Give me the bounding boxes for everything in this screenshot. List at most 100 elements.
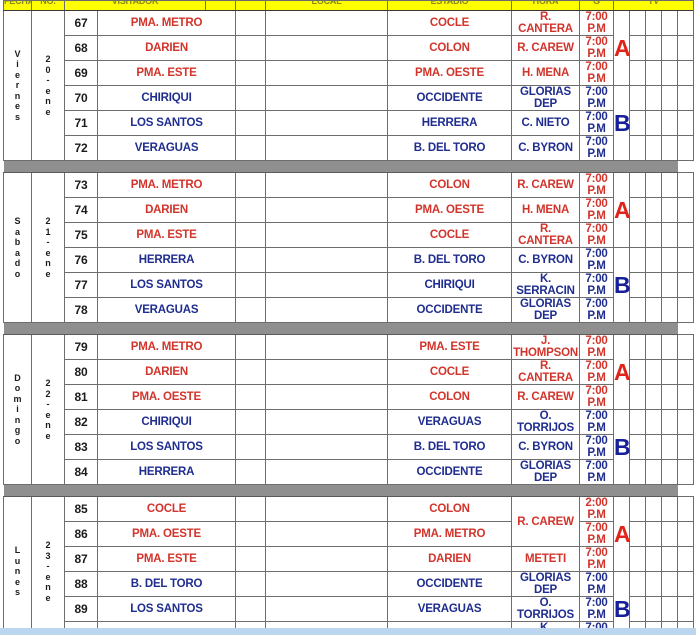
- home-score-cell[interactable]: [265, 571, 389, 597]
- tv-slot-cell[interactable]: [661, 596, 679, 622]
- tv-slot-cell[interactable]: [661, 85, 679, 111]
- tv-slot-cell[interactable]: [661, 359, 679, 385]
- tv-slot-cell[interactable]: [677, 10, 695, 36]
- tv-slot-cell[interactable]: [661, 571, 679, 597]
- tv-slot-cell[interactable]: [629, 384, 647, 410]
- visitor-score-cell[interactable]: [235, 459, 267, 485]
- visitor-score-cell[interactable]: [235, 135, 267, 161]
- home-score-cell[interactable]: [265, 35, 389, 61]
- visitor-score-cell[interactable]: [235, 359, 267, 385]
- tv-slot-cell[interactable]: [629, 272, 647, 298]
- tv-slot-cell[interactable]: [677, 35, 695, 61]
- tv-slot-cell[interactable]: [661, 272, 679, 298]
- tv-slot-cell[interactable]: [629, 85, 647, 111]
- tv-slot-cell[interactable]: [677, 334, 695, 360]
- visitor-score-cell[interactable]: [235, 247, 267, 273]
- home-score-cell[interactable]: [265, 521, 389, 547]
- home-score-cell[interactable]: [265, 85, 389, 111]
- visitor-score-cell[interactable]: [235, 35, 267, 61]
- tv-slot-cell[interactable]: [661, 496, 679, 522]
- tv-slot-cell[interactable]: [661, 222, 679, 248]
- tv-slot-cell[interactable]: [629, 546, 647, 572]
- visitor-score-cell[interactable]: [235, 496, 267, 522]
- visitor-score-cell[interactable]: [235, 334, 267, 360]
- tv-slot-cell[interactable]: [645, 596, 663, 622]
- home-score-cell[interactable]: [265, 409, 389, 435]
- tv-slot-cell[interactable]: [677, 85, 695, 111]
- visitor-score-cell[interactable]: [235, 571, 267, 597]
- tv-slot-cell[interactable]: [645, 85, 663, 111]
- visitor-score-cell[interactable]: [235, 60, 267, 86]
- tv-slot-cell[interactable]: [661, 297, 679, 323]
- home-score-cell[interactable]: [265, 60, 389, 86]
- visitor-score-cell[interactable]: [235, 110, 267, 136]
- tv-slot-cell[interactable]: [677, 546, 695, 572]
- tv-slot-cell[interactable]: [645, 521, 663, 547]
- tv-slot-cell[interactable]: [661, 434, 679, 460]
- tv-slot-cell[interactable]: [629, 60, 647, 86]
- tv-slot-cell[interactable]: [629, 222, 647, 248]
- visitor-score-cell[interactable]: [235, 85, 267, 111]
- tv-slot-cell[interactable]: [645, 60, 663, 86]
- tv-slot-cell[interactable]: [645, 409, 663, 435]
- tv-slot-cell[interactable]: [661, 10, 679, 36]
- tv-slot-cell[interactable]: [661, 546, 679, 572]
- home-score-cell[interactable]: [265, 197, 389, 223]
- home-score-cell[interactable]: [265, 272, 389, 298]
- tv-slot-cell[interactable]: [645, 110, 663, 136]
- tv-slot-cell[interactable]: [661, 172, 679, 198]
- tv-slot-cell[interactable]: [629, 172, 647, 198]
- visitor-score-cell[interactable]: [235, 596, 267, 622]
- tv-slot-cell[interactable]: [645, 359, 663, 385]
- tv-slot-cell[interactable]: [661, 384, 679, 410]
- tv-slot-cell[interactable]: [677, 197, 695, 223]
- tv-slot-cell[interactable]: [629, 35, 647, 61]
- tv-slot-cell[interactable]: [629, 496, 647, 522]
- tv-slot-cell[interactable]: [645, 496, 663, 522]
- tv-slot-cell[interactable]: [629, 571, 647, 597]
- tv-slot-cell[interactable]: [645, 384, 663, 410]
- visitor-score-cell[interactable]: [235, 546, 267, 572]
- home-score-cell[interactable]: [265, 222, 389, 248]
- tv-slot-cell[interactable]: [661, 459, 679, 485]
- tv-slot-cell[interactable]: [629, 521, 647, 547]
- tv-slot-cell[interactable]: [629, 110, 647, 136]
- tv-slot-cell[interactable]: [629, 434, 647, 460]
- tv-slot-cell[interactable]: [645, 434, 663, 460]
- visitor-score-cell[interactable]: [235, 10, 267, 36]
- tv-slot-cell[interactable]: [661, 135, 679, 161]
- tv-slot-cell[interactable]: [645, 135, 663, 161]
- visitor-score-cell[interactable]: [235, 197, 267, 223]
- tv-slot-cell[interactable]: [645, 197, 663, 223]
- tv-slot-cell[interactable]: [629, 197, 647, 223]
- tv-slot-cell[interactable]: [645, 172, 663, 198]
- tv-slot-cell[interactable]: [677, 384, 695, 410]
- tv-slot-cell[interactable]: [645, 247, 663, 273]
- tv-slot-cell[interactable]: [629, 10, 647, 36]
- tv-slot-cell[interactable]: [677, 496, 695, 522]
- tv-slot-cell[interactable]: [677, 247, 695, 273]
- tv-slot-cell[interactable]: [661, 110, 679, 136]
- visitor-score-cell[interactable]: [235, 521, 267, 547]
- home-score-cell[interactable]: [265, 172, 389, 198]
- home-score-cell[interactable]: [265, 247, 389, 273]
- tv-slot-cell[interactable]: [677, 596, 695, 622]
- tv-slot-cell[interactable]: [645, 10, 663, 36]
- tv-slot-cell[interactable]: [645, 222, 663, 248]
- tv-slot-cell[interactable]: [677, 521, 695, 547]
- home-score-cell[interactable]: [265, 459, 389, 485]
- visitor-score-cell[interactable]: [235, 172, 267, 198]
- tv-slot-cell[interactable]: [645, 571, 663, 597]
- tv-slot-cell[interactable]: [661, 197, 679, 223]
- tv-slot-cell[interactable]: [661, 334, 679, 360]
- tv-slot-cell[interactable]: [629, 409, 647, 435]
- tv-slot-cell[interactable]: [645, 334, 663, 360]
- tv-slot-cell[interactable]: [661, 60, 679, 86]
- tv-slot-cell[interactable]: [661, 409, 679, 435]
- tv-slot-cell[interactable]: [629, 135, 647, 161]
- tv-slot-cell[interactable]: [645, 297, 663, 323]
- home-score-cell[interactable]: [265, 135, 389, 161]
- tv-slot-cell[interactable]: [677, 359, 695, 385]
- tv-slot-cell[interactable]: [645, 546, 663, 572]
- home-score-cell[interactable]: [265, 434, 389, 460]
